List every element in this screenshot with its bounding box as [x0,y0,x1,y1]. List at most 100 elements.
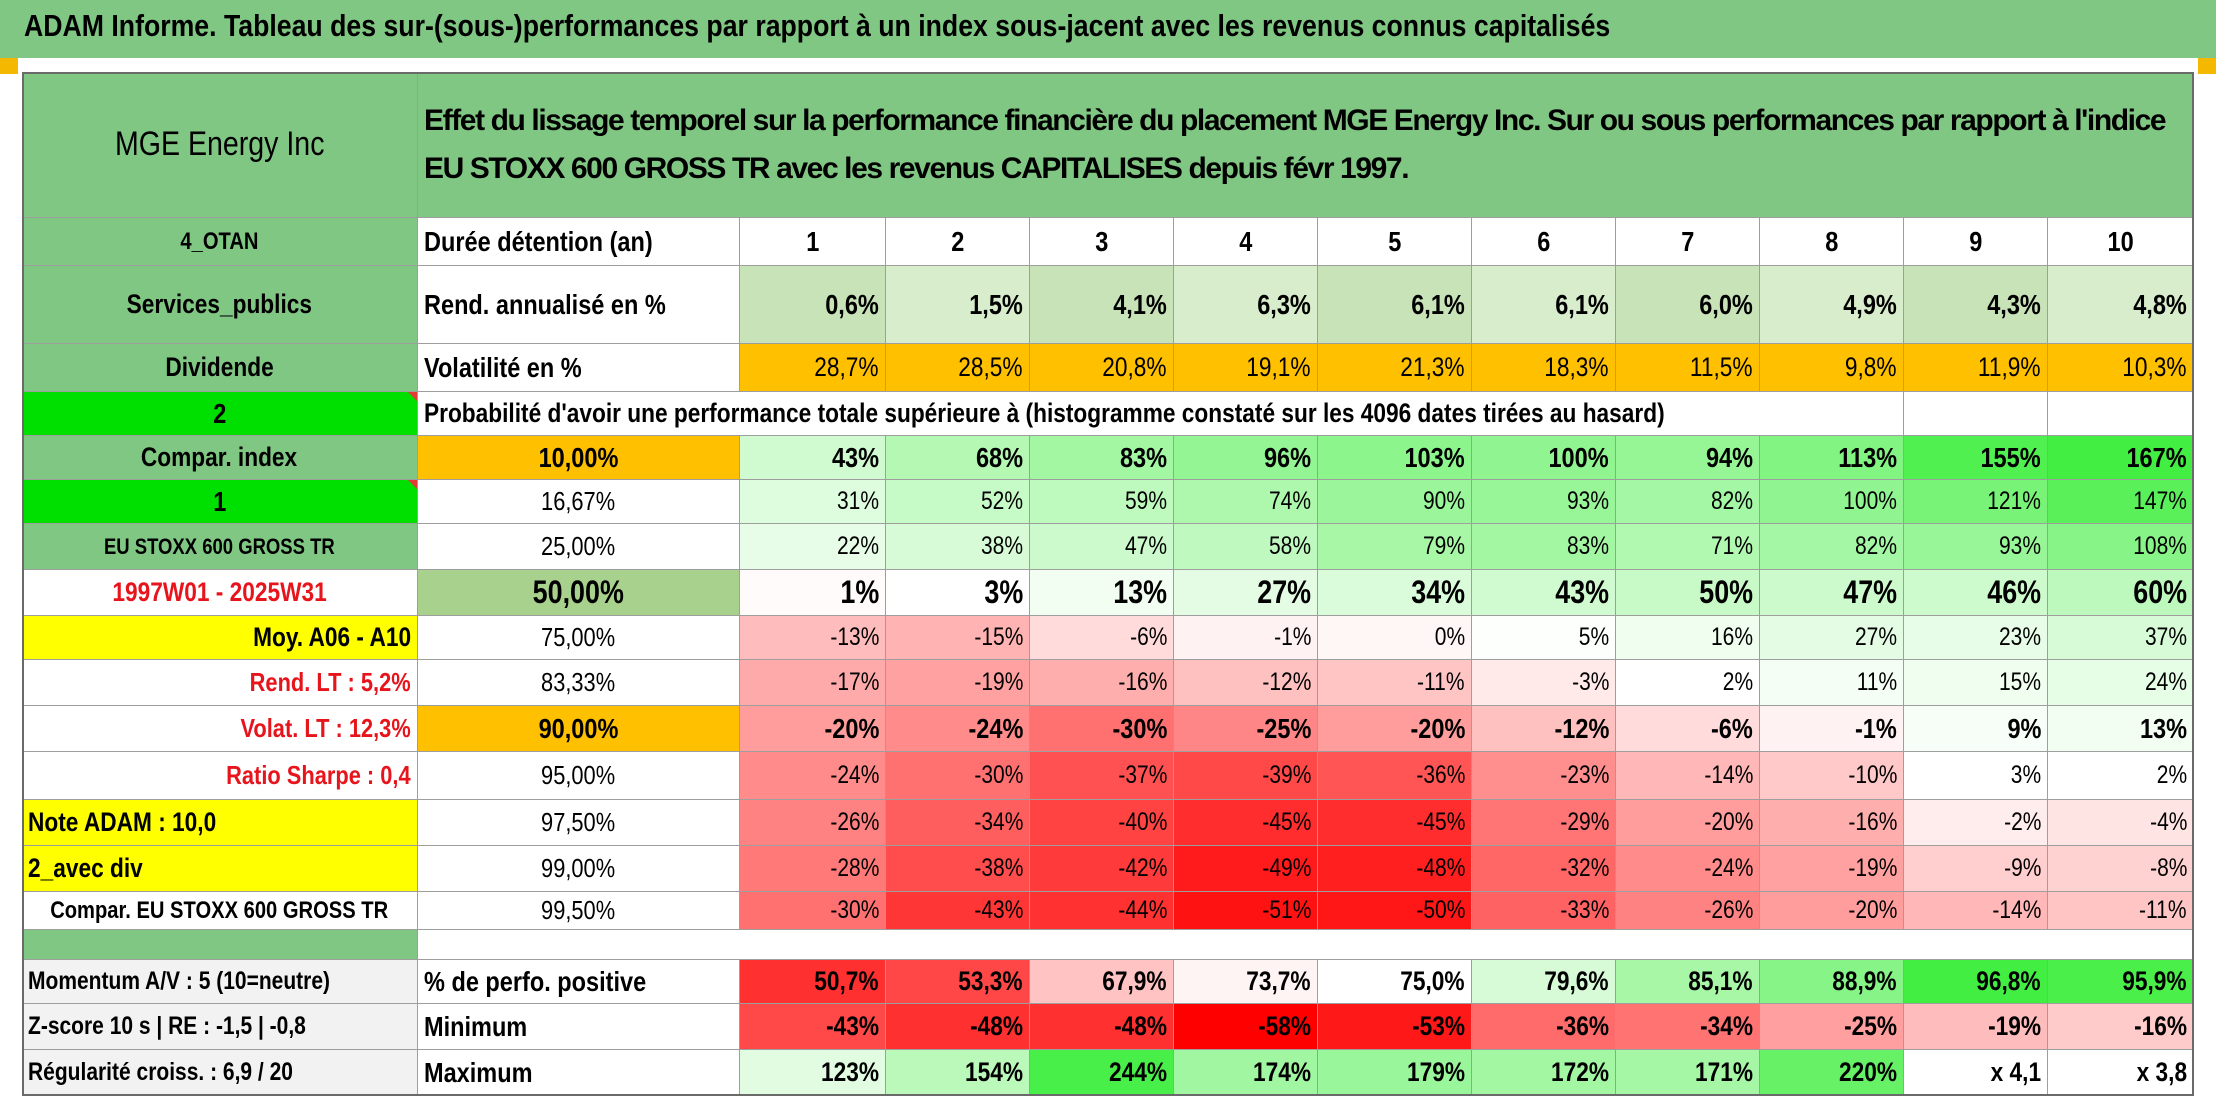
percentile-value: -11% [2048,892,2194,930]
percentile-level: 95,00% [418,752,740,800]
percentile-value: -2% [1904,800,2048,846]
volatility-value: 19,1% [1174,344,1318,392]
percentile-value: -39% [1174,752,1318,800]
percentile-value: -11% [1318,660,1472,706]
percentile-value: -8% [2048,846,2194,892]
percentile-value: 121% [1904,480,2048,524]
percentile-value: 79% [1318,524,1472,570]
footer-value: -43% [740,1004,886,1050]
percentile-value: -33% [1472,892,1616,930]
percentile-value: 0% [1318,616,1472,660]
percentile-value: 59% [1030,480,1174,524]
percentile-value: -49% [1174,846,1318,892]
percentile-value: 90% [1318,480,1472,524]
annual-return-value: 6,1% [1472,266,1616,344]
footer-value: -16% [2048,1004,2194,1050]
sidebar-label: Volat. LT : 12,3% [22,706,418,752]
percentile-value: -34% [886,800,1030,846]
percentile-value: 37% [2048,616,2194,660]
table-description: Effet du lissage temporel sur la perform… [418,72,2194,218]
percentile-value: 31% [740,480,886,524]
annual-return-value: 4,9% [1760,266,1904,344]
percentile-value: 100% [1760,480,1904,524]
percentile-value: -12% [1174,660,1318,706]
footer-value: 73,7% [1174,960,1318,1004]
percentile-value: -51% [1174,892,1318,930]
percentile-value: -9% [1904,846,2048,892]
percentile-value: -14% [1904,892,2048,930]
percentile-value: -6% [1030,616,1174,660]
footer-left-label: Régularité croiss. : 6,9 / 20 [22,1050,418,1096]
footer-value: 174% [1174,1050,1318,1096]
report-title-bar: ADAM Informe. Tableau des sur-(sous-)per… [0,0,2216,58]
year-header: 9 [1904,218,2048,266]
footer-left-label: Momentum A/V : 5 (10=neutre) [22,960,418,1004]
percentile-value: -1% [1760,706,1904,752]
footer-value: 154% [886,1050,1030,1096]
percentile-value: -50% [1318,892,1472,930]
footer-value: 85,1% [1616,960,1760,1004]
percentile-value: 3% [1904,752,2048,800]
volatility-value: 9,8% [1760,344,1904,392]
sidebar-label: 2_avec div [22,846,418,892]
volatility-label: Volatilité en % [418,344,740,392]
percentile-value: -37% [1030,752,1174,800]
percentile-value: 83% [1472,524,1616,570]
percentile-value: 155% [1904,436,2048,480]
empty-cell [2048,392,2194,436]
percentile-value: -19% [1760,846,1904,892]
percentile-value: 60% [2048,570,2194,616]
percentile-value: 43% [740,436,886,480]
percentile-value: -26% [1616,892,1760,930]
footer-value: 67,9% [1030,960,1174,1004]
year-header: 1 [740,218,886,266]
footer-row-label: Minimum [418,1004,740,1050]
percentile-level: 16,67% [418,480,740,524]
percentile-value: 167% [2048,436,2194,480]
percentile-value: -19% [886,660,1030,706]
sidebar-label: EU STOXX 600 GROSS TR [22,524,418,570]
volatility-value: 28,5% [886,344,1030,392]
annual-return-value: 0,6% [740,266,886,344]
percentile-level: 99,50% [418,892,740,930]
percentile-value: -45% [1174,800,1318,846]
percentile-value: -4% [2048,800,2194,846]
percentile-value: -13% [740,616,886,660]
footer-value: -48% [1030,1004,1174,1050]
percentile-value: -14% [1616,752,1760,800]
percentile-value: 9% [1904,706,2048,752]
sidebar-label: Dividende [22,344,418,392]
percentile-value: 47% [1760,570,1904,616]
footer-value: -25% [1760,1004,1904,1050]
percentile-value: -32% [1472,846,1616,892]
year-header: 7 [1616,218,1760,266]
percentile-value: -42% [1030,846,1174,892]
percentile-level: 97,50% [418,800,740,846]
percentile-value: 38% [886,524,1030,570]
percentile-value: -30% [886,752,1030,800]
percentile-level: 99,00% [418,846,740,892]
percentile-value: 16% [1616,616,1760,660]
volatility-value: 21,3% [1318,344,1472,392]
percentile-value: -24% [1616,846,1760,892]
footer-value: 244% [1030,1050,1174,1096]
footer-value: x 4,1 [1904,1050,2048,1096]
probability-label: Probabilité d'avoir une performance tota… [418,392,1904,436]
percentile-value: 3% [886,570,1030,616]
sidebar-label: Services_publics [22,266,418,344]
report-title: ADAM Informe. Tableau des sur-(sous-)per… [24,8,1611,43]
footer-left-label: Z-score 10 s | RE : -1,5 | -0,8 [22,1004,418,1050]
year-header: 4 [1174,218,1318,266]
percentile-value: 96% [1174,436,1318,480]
duration-label: Durée détention (an) [418,218,740,266]
annual-return-value: 4,3% [1904,266,2048,344]
volatility-value: 28,7% [740,344,886,392]
percentile-value: -20% [740,706,886,752]
sidebar-label: Compar. index [22,436,418,480]
footer-row-label: % de perfo. positive [418,960,740,1004]
percentile-value: 82% [1616,480,1760,524]
percentile-value: 2% [2048,752,2194,800]
percentile-value: 15% [1904,660,2048,706]
percentile-value: 50% [1616,570,1760,616]
sidebar-label: Moy. A06 - A10 [22,616,418,660]
